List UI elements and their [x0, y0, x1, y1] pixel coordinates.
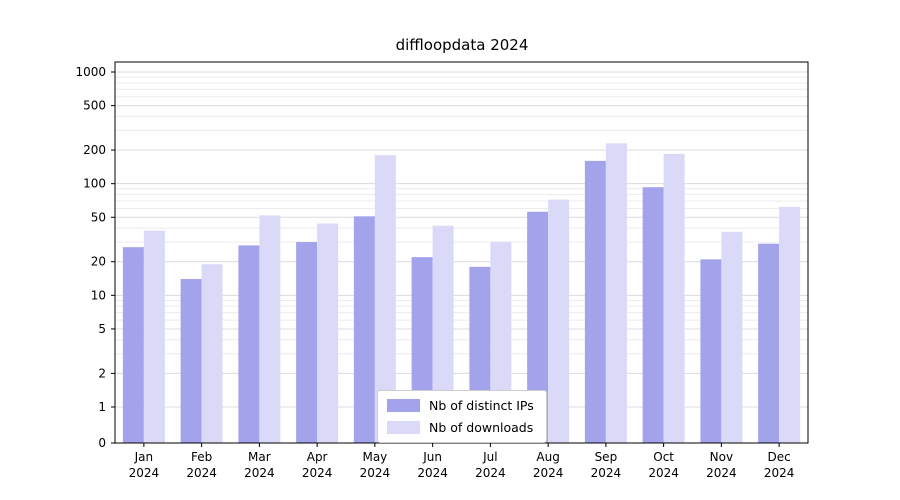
- x-tick-label-year: 2024: [648, 466, 679, 480]
- legend-item-downloads: Nb of downloads: [387, 420, 534, 435]
- x-tick-label-month: May: [362, 450, 387, 464]
- x-tick-label-month: Feb: [191, 450, 212, 464]
- bar-distinct-ips: [353, 216, 375, 443]
- x-tick-label-month: Apr: [307, 450, 328, 464]
- y-tick-label: 10: [91, 288, 106, 302]
- bar-downloads: [317, 223, 339, 443]
- x-tick-label-year: 2024: [360, 466, 391, 480]
- chart-title: diffloopdata 2024: [395, 36, 529, 54]
- bar-downloads: [143, 230, 165, 443]
- x-tick-label-month: Aug: [536, 450, 559, 464]
- legend-swatch-distinct-ips: [387, 399, 420, 412]
- x-tick-label-month: Nov: [710, 450, 733, 464]
- bar-downloads: [548, 199, 570, 443]
- legend: Nb of distinct IPs Nb of downloads: [377, 390, 547, 443]
- y-tick-label: 5: [98, 322, 106, 336]
- x-tick-label-year: 2024: [475, 466, 506, 480]
- bar-downloads: [605, 143, 627, 443]
- y-tick-label: 0: [98, 436, 106, 450]
- y-tick-label: 2: [98, 366, 106, 380]
- bar-downloads: [721, 231, 743, 443]
- y-tick-label: 500: [83, 99, 106, 113]
- y-tick-label: 1000: [75, 65, 106, 79]
- bar-distinct-ips: [238, 245, 260, 443]
- legend-swatch-downloads: [387, 421, 420, 434]
- legend-item-distinct-ips: Nb of distinct IPs: [387, 398, 534, 413]
- y-tick-label: 100: [83, 177, 106, 191]
- bar-distinct-ips: [296, 242, 318, 443]
- x-tick-label-month: Dec: [768, 450, 791, 464]
- x-tick-label-year: 2024: [764, 466, 795, 480]
- x-tick-label-month: Jul: [482, 450, 497, 464]
- axes-spines: [114, 61, 809, 444]
- x-tick-label-year: 2024: [129, 466, 160, 480]
- legend-label-distinct-ips: Nb of distinct IPs: [429, 398, 534, 413]
- bar-downloads: [663, 153, 685, 443]
- x-tick-label-year: 2024: [417, 466, 448, 480]
- legend-label-downloads: Nb of downloads: [429, 420, 534, 435]
- x-tick-label-year: 2024: [706, 466, 737, 480]
- bar-distinct-ips: [122, 247, 144, 443]
- y-tick-label: 200: [83, 143, 106, 157]
- bar-distinct-ips: [642, 187, 664, 443]
- x-tick-label-month: Sep: [595, 450, 618, 464]
- y-tick-label: 50: [91, 210, 106, 224]
- x-tick-label-month: Oct: [653, 450, 674, 464]
- x-tick-label-year: 2024: [302, 466, 333, 480]
- bar-distinct-ips: [527, 211, 549, 443]
- x-tick-label-year: 2024: [533, 466, 564, 480]
- bar-distinct-ips: [758, 243, 780, 443]
- bar-downloads: [374, 155, 396, 443]
- bar-downloads: [432, 225, 454, 443]
- y-tick-label: 20: [91, 255, 106, 269]
- x-tick-label-month: Mar: [248, 450, 271, 464]
- x-tick-label-month: Jun: [422, 450, 442, 464]
- bar-distinct-ips: [700, 259, 722, 443]
- x-tick-label-year: 2024: [244, 466, 275, 480]
- bar-downloads: [779, 206, 801, 443]
- bar-distinct-ips: [180, 279, 202, 443]
- x-tick-label-month: Jan: [134, 450, 154, 464]
- bar-downloads: [259, 215, 281, 443]
- x-tick-label-year: 2024: [591, 466, 622, 480]
- x-tick-label-year: 2024: [186, 466, 217, 480]
- y-tick-label: 1: [98, 400, 106, 414]
- bar-downloads: [201, 264, 223, 443]
- bar-distinct-ips: [584, 160, 606, 443]
